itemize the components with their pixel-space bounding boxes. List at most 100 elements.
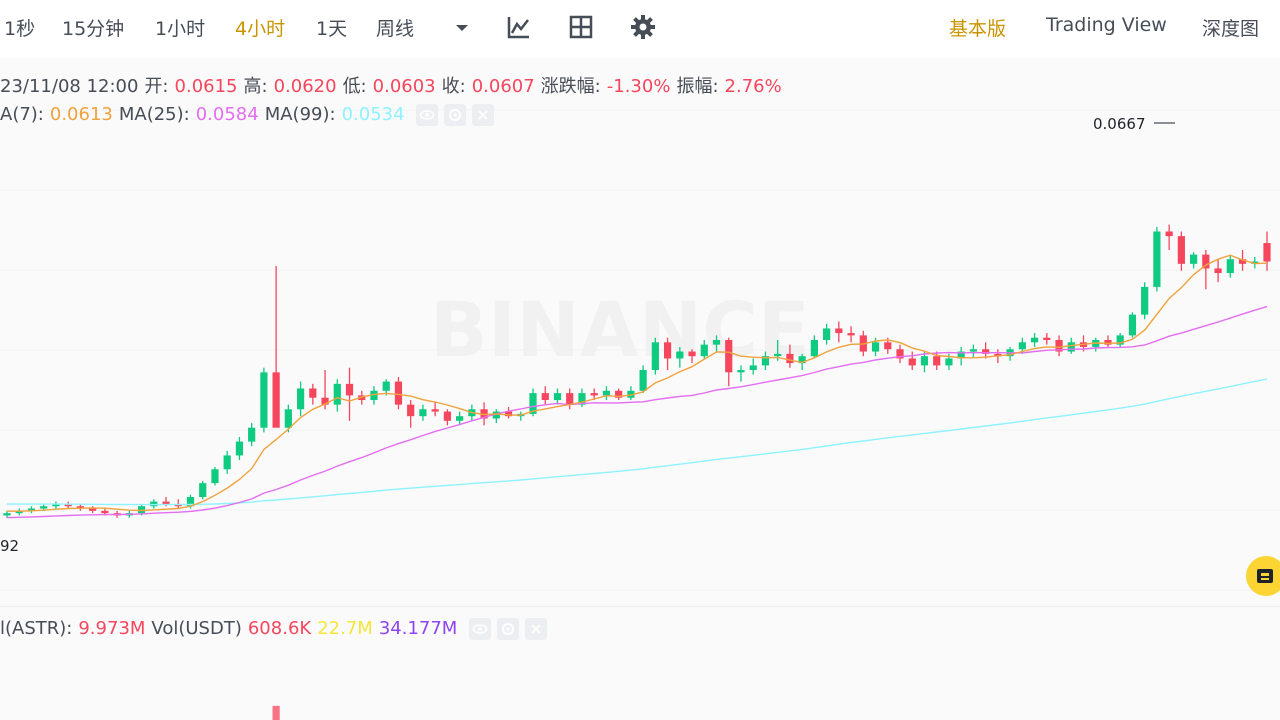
candle (492, 411, 500, 419)
candle (541, 393, 549, 401)
candle (89, 508, 97, 511)
candle (1055, 340, 1063, 352)
ma25-line (6, 305, 1268, 519)
high-label: 高: (243, 76, 268, 97)
vol-settings-icon[interactable] (497, 618, 520, 640)
ma7-line (7, 254, 1268, 512)
candle (370, 390, 378, 401)
candle (1263, 243, 1271, 262)
candle (101, 510, 109, 514)
view-depth[interactable]: 深度图 (1202, 18, 1260, 40)
interval-1h[interactable]: 1小时 (155, 18, 206, 40)
candle (590, 393, 598, 396)
candle (248, 427, 256, 442)
candle (272, 372, 280, 428)
candle (749, 365, 757, 371)
candle (431, 409, 439, 412)
high-marker: 0.0667 (1093, 115, 1146, 133)
ma25-label: MA(25): (118, 104, 190, 125)
vol-eye-icon[interactable] (469, 618, 492, 640)
ma7-value: 0.0613 (49, 104, 113, 125)
candle (982, 349, 990, 354)
interval-15m[interactable]: 15分钟 (62, 18, 125, 40)
change-label: 涨跌幅: (540, 76, 601, 97)
interval-4h[interactable]: 4小时 (235, 18, 286, 40)
chart-area[interactable] (0, 58, 1280, 606)
ma25-value: 0.0584 (195, 104, 259, 125)
ma99-label: MA(99): (264, 104, 336, 125)
candle (1251, 261, 1259, 264)
tool-icon (1257, 569, 1273, 583)
candle (602, 390, 611, 396)
indicator-icon[interactable] (503, 12, 533, 42)
candle (908, 358, 916, 366)
vol-usdt-value: 608.6K (247, 618, 312, 639)
volume-area[interactable] (0, 607, 1280, 720)
interval-1w[interactable]: 周线 (376, 18, 415, 40)
candle (933, 356, 941, 366)
vol-ma1-value: 22.7M (317, 618, 373, 639)
layout-grid-icon[interactable] (566, 12, 596, 42)
candle (1043, 337, 1051, 341)
candle (1067, 342, 1075, 352)
open-value: 0.0615 (174, 76, 238, 97)
quick-tool-button[interactable] (1246, 556, 1280, 596)
candle (871, 342, 880, 352)
candle (3, 513, 11, 516)
high-value: 0.0620 (273, 76, 337, 97)
candle (1190, 254, 1198, 264)
close-label: 收: (441, 76, 466, 97)
candle (1030, 337, 1039, 343)
open-label: 开: (144, 76, 169, 97)
view-basic[interactable]: 基本版 (949, 18, 1007, 40)
candle (835, 328, 843, 334)
amp-label: 振幅: (676, 76, 719, 97)
candle (737, 370, 745, 373)
close-icon[interactable] (472, 104, 495, 126)
low-label: 低: (342, 76, 367, 97)
candle (137, 506, 146, 514)
low-value: 0.0603 (372, 76, 436, 97)
candle (443, 411, 451, 421)
ohlc-info: 23/11/08 12:00 开: 0.0615 高: 0.0620 低: 0.0603 收:… (0, 72, 788, 98)
vol-asset-label: l(ASTR): (0, 618, 73, 639)
candle (663, 342, 672, 359)
candle (407, 404, 415, 417)
interval-1d[interactable]: 1天 (316, 18, 348, 40)
candle (1238, 259, 1247, 264)
candle (162, 501, 170, 504)
candle (1177, 236, 1185, 264)
change-value: -1.30% (606, 76, 671, 97)
candle (639, 370, 647, 391)
settings-icon[interactable] (444, 104, 467, 126)
candle (823, 328, 831, 341)
volume-bar (272, 705, 280, 720)
candle (345, 383, 354, 396)
chevron-down-icon[interactable] (447, 12, 477, 42)
gear-icon[interactable] (628, 12, 658, 42)
candle (847, 333, 855, 336)
candle (1018, 342, 1026, 350)
candle (798, 356, 806, 364)
candle (969, 349, 978, 352)
candle (994, 353, 1002, 357)
ma7-label: A(7): (0, 104, 44, 125)
view-tradingview[interactable]: Trading View (1046, 14, 1167, 36)
candle (333, 383, 341, 405)
candle (394, 381, 403, 405)
candle (651, 342, 659, 371)
candle (896, 349, 904, 359)
vol-close-icon[interactable] (525, 618, 548, 640)
eye-icon[interactable] (416, 104, 439, 126)
close-value: 0.0607 (471, 76, 535, 97)
candle (578, 393, 586, 405)
candle (284, 409, 292, 428)
candle (1153, 231, 1161, 287)
candle (321, 397, 329, 405)
pane-divider[interactable] (0, 606, 1280, 607)
interval-1s[interactable]: 1秒 (4, 18, 36, 40)
candle (382, 381, 390, 391)
candle (64, 503, 72, 507)
vol-asset-value: 9.973M (78, 618, 146, 639)
